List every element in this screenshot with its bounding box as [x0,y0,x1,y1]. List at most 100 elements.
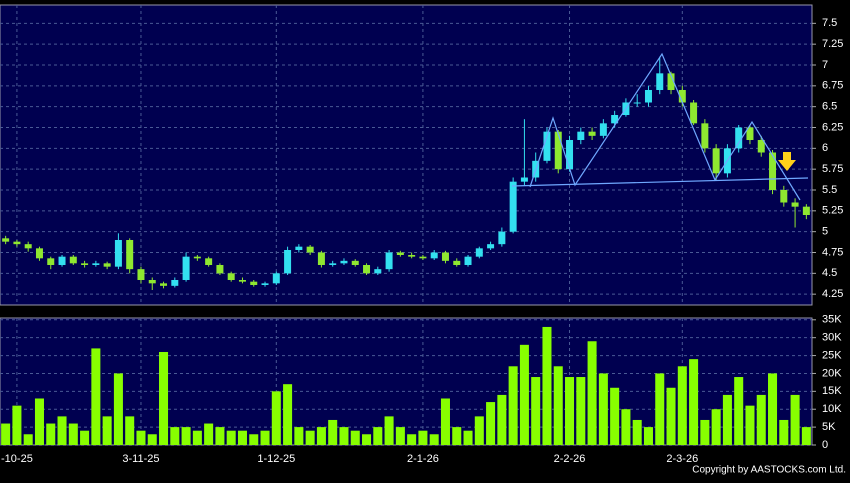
candle-body [227,273,235,280]
candle-body [13,241,21,245]
volume-bar [440,398,450,445]
candle-body [193,256,201,259]
volume-bar [283,384,293,445]
volume-bar [113,373,123,445]
candle-body [554,131,562,170]
arrow [778,152,796,171]
volume-bar [407,434,417,445]
y-tick-label: 5.5 [822,184,837,196]
volume-bar [350,430,360,445]
volume-bar [147,434,157,445]
volume-bar [170,427,180,445]
volume-bar [260,430,270,445]
candle-body [453,260,461,265]
candle-body [746,127,754,140]
volume-bar [790,394,800,445]
candle-body [261,283,269,285]
candle-body [690,102,698,124]
volume-bar [621,409,631,445]
candle-body [611,115,619,124]
volume-bar [531,377,541,445]
candle-body [216,265,224,274]
y-tick-label: 5.75 [822,163,843,175]
y-tick-label: 6 [822,142,828,154]
candle-body [656,73,664,90]
volume-bar [610,387,620,445]
volume-panel [0,317,813,446]
volume-bar [722,394,732,445]
volume-bar [779,419,789,445]
candle-body [295,246,303,250]
volume-bar [46,423,56,445]
volume-bar [80,430,90,445]
volume-bar [215,427,225,445]
pattern-lines [511,52,809,201]
candle-body [272,273,280,284]
candle-body [329,263,337,265]
candle-body [126,240,134,270]
volume-bar [181,427,191,445]
candle-body [430,252,438,259]
neckline [511,177,809,187]
candle-body [678,90,686,103]
y-tick-label: 0 [822,439,828,451]
candle-body [712,148,720,174]
y-tick-label: 7.5 [822,17,837,29]
y-tick-label: 4.75 [822,246,843,258]
volume-bar [486,402,496,445]
volume-bar [666,387,676,445]
candle-body [791,202,799,207]
candle-body [385,252,393,270]
candle-body [47,258,55,265]
candle-body [577,131,585,140]
volume-bar [429,434,439,445]
candle-body [374,269,382,274]
volume-bar [271,391,281,445]
candle-body [148,280,156,284]
copyright: Copyright by AASTOCKS.com Ltd. [692,465,846,476]
y-tick-label: 4.5 [822,267,837,279]
volume-bar [226,430,236,445]
volume-bar [474,416,484,445]
volume-bar [316,427,326,445]
volume-bar [576,377,586,445]
candle-body [464,256,472,265]
volume-bar [768,373,778,445]
volume-bar [249,434,259,445]
volume-bar [497,394,507,445]
candle-body [2,238,10,242]
candle-body [160,283,168,286]
volume-bar [159,351,169,445]
volume-bar [328,419,338,445]
candle-body [363,265,371,274]
y-tick-label: 10K [822,403,842,415]
candle-body [205,258,213,265]
candle-body [284,250,292,274]
volume-bar [542,326,552,445]
candle-body [419,256,427,259]
candle-body [644,90,652,103]
volume-bar [553,366,563,445]
y-tick-label: 6.25 [822,121,843,133]
volume-bar [598,373,608,445]
candle-body [171,280,179,286]
candle-body [92,263,100,265]
x-tick-label: 2-2-26 [554,453,586,465]
y-tick-label: 25K [822,349,842,361]
y-tick-label: 7.25 [822,38,843,50]
candle-body [340,260,348,264]
candle-body [114,240,122,267]
x-tick-label: 3-11-25 [122,453,159,465]
volume-bar [91,348,101,445]
volume-bar [12,405,22,445]
candle-body [396,252,404,255]
y-tick-label: 4.25 [822,288,843,300]
y-tick-label: 7 [822,59,828,71]
candle-body [543,131,551,161]
candle-body [317,252,325,265]
volume-bar [700,419,710,445]
candle-body [769,152,777,190]
candle-body [24,244,32,249]
